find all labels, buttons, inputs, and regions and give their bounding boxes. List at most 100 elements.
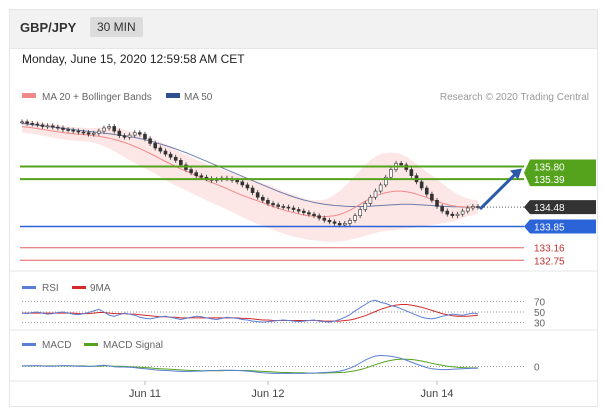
candle-body xyxy=(301,210,306,213)
macd-line xyxy=(22,354,478,374)
ma20-legend-label: MA 20 + Bollinger Bands xyxy=(42,92,152,103)
resistance-label: 135.39 xyxy=(534,175,565,186)
candle-body xyxy=(189,169,193,173)
candle-body xyxy=(450,213,455,216)
candle-body xyxy=(399,163,403,166)
candle-body xyxy=(307,212,311,215)
timeframe-badge[interactable]: 30 MIN xyxy=(90,17,143,37)
candle-body xyxy=(378,184,383,192)
current-price-label-box xyxy=(524,200,596,215)
rsi-ma-legend-label: 9MA xyxy=(90,283,111,294)
candle-body xyxy=(50,125,55,128)
candle-body xyxy=(337,223,342,226)
current-price-label: 134.48 xyxy=(534,203,565,214)
candle-body xyxy=(97,130,101,134)
candle-body xyxy=(332,221,337,224)
candle-body xyxy=(35,123,40,126)
macd-panel: 0 xyxy=(22,354,540,374)
macd-signal-legend-swatch xyxy=(84,343,98,346)
candle-body xyxy=(245,184,250,189)
candle-body xyxy=(112,126,117,132)
target-label: 133.16 xyxy=(534,244,565,255)
candle-body xyxy=(194,172,199,176)
ma20-legend-swatch xyxy=(22,93,36,98)
forecast-arrow-head xyxy=(510,168,522,180)
candle-body xyxy=(255,192,260,198)
candle-body xyxy=(322,217,327,221)
credit-text: Research © 2020 Trading Central xyxy=(440,92,589,103)
candle-body xyxy=(86,132,91,135)
timestamp: Monday, June 15, 2020 12:59:58 AM CET xyxy=(22,52,245,66)
time-tick-label: Jun 14 xyxy=(420,388,453,400)
candle-body xyxy=(358,209,362,216)
resistance-label: 135.80 xyxy=(534,162,565,173)
candle-body xyxy=(56,126,60,129)
header-bar: GBP/JPY 30 MIN xyxy=(10,10,597,49)
candle-body xyxy=(271,203,275,206)
candle-body xyxy=(455,213,460,216)
candle-body xyxy=(373,190,378,198)
time-axis: Jun 11 Jun 12 Jun 14 xyxy=(129,381,454,400)
macd-signal-legend-label: MACD Signal xyxy=(103,340,163,351)
candle-body xyxy=(383,176,388,186)
candle-body xyxy=(327,220,332,223)
bollinger-band-area xyxy=(22,120,478,242)
candle-body xyxy=(348,220,352,224)
candle-body xyxy=(66,129,70,131)
candle-body xyxy=(368,196,373,204)
rsi-level-label: 30 xyxy=(534,319,546,330)
candle-body xyxy=(153,143,158,149)
rsi-level-label: 70 xyxy=(534,297,546,308)
ma20-line xyxy=(21,126,478,218)
candle-body xyxy=(91,132,96,135)
candle-body xyxy=(20,121,24,124)
candle-body xyxy=(424,187,429,195)
candle-body xyxy=(127,134,132,138)
candle-body xyxy=(465,207,470,212)
candle-body xyxy=(409,169,414,176)
ma50-legend-label: MA 50 xyxy=(184,92,213,103)
candle-body xyxy=(291,207,296,210)
candle-body xyxy=(240,181,245,186)
candle-body xyxy=(440,206,444,212)
candle-body xyxy=(117,130,122,136)
candle-body xyxy=(460,210,465,215)
forecast-arrow-shaft xyxy=(478,172,518,211)
rsi-legend-swatch xyxy=(22,286,36,289)
candle-body xyxy=(122,135,127,138)
time-tick-label: Jun 11 xyxy=(129,388,161,400)
candle-body xyxy=(266,200,270,204)
candle-body xyxy=(261,196,265,201)
candle-body xyxy=(296,209,301,212)
time-tick-label: Jun 12 xyxy=(251,388,284,400)
candle-body xyxy=(168,153,173,158)
support-label-box xyxy=(524,219,596,234)
candle-body xyxy=(389,169,393,178)
rsi-ma-line xyxy=(22,304,479,322)
resistance-label-box xyxy=(524,159,596,187)
candle-body xyxy=(430,193,434,201)
candle-body xyxy=(312,213,316,216)
candle-body xyxy=(40,124,45,127)
candle-body xyxy=(132,132,137,136)
candle-body xyxy=(143,133,147,140)
candle-body xyxy=(25,121,29,124)
candle-body xyxy=(235,180,239,183)
candle-body xyxy=(173,156,178,161)
rsi-level-label: 50 xyxy=(534,308,546,319)
candle-body xyxy=(30,123,35,125)
candle-body xyxy=(76,130,81,133)
candle-body xyxy=(435,200,439,207)
candle-body xyxy=(286,206,291,209)
candle-body xyxy=(163,150,168,155)
rsi-line xyxy=(21,299,479,323)
candle-body xyxy=(138,132,142,135)
candle-body xyxy=(148,138,152,144)
candle-body xyxy=(179,160,183,166)
ma50-legend-swatch xyxy=(166,93,180,98)
macd-level-label: 0 xyxy=(534,362,540,373)
candle-body xyxy=(199,175,204,178)
